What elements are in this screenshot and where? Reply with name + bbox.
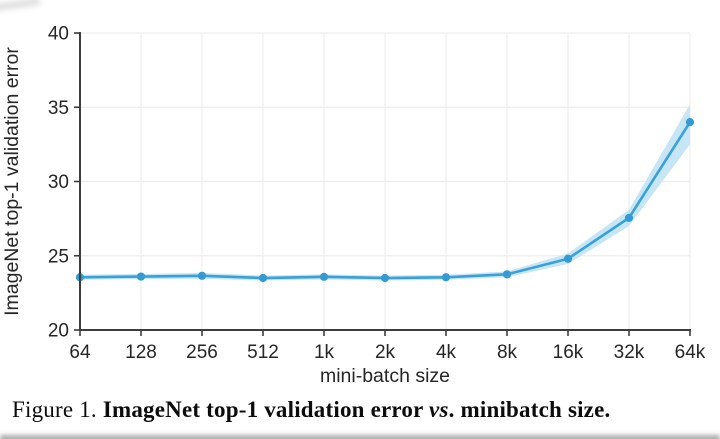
x-tick-label: 256 bbox=[186, 342, 218, 363]
x-tick-label: 8k bbox=[497, 342, 518, 363]
x-tick-label: 64 bbox=[69, 342, 91, 363]
x-tick-label: 4k bbox=[436, 342, 457, 363]
data-point-8k bbox=[502, 270, 512, 279]
y-tick-label: 25 bbox=[48, 246, 69, 267]
y-axis-label: ImageNet top-1 validation error bbox=[1, 47, 23, 316]
y-tick-label: 30 bbox=[48, 172, 69, 193]
validation-error-chart: 20 25 30 35 40 64 128 256 512 1k 2k 4k 8k 16k 32k 64k mi… bbox=[1, 24, 706, 388]
data-point-1k bbox=[319, 272, 329, 281]
data-point-4k bbox=[441, 273, 451, 282]
data-point-256 bbox=[197, 271, 207, 280]
figure-caption-title: ImageNet top-1 validation error vs. mini… bbox=[102, 397, 611, 422]
x-tick-label: 64k bbox=[675, 342, 706, 363]
x-tick-label: 2k bbox=[375, 342, 396, 363]
data-point-16k bbox=[563, 254, 573, 263]
chart-canvas: 20 25 30 35 40 64 128 256 512 1k 2k 4k 8k 16k 32k 64k mi… bbox=[1, 24, 706, 388]
y-tick-label: 35 bbox=[48, 98, 69, 119]
data-point-32k bbox=[624, 213, 634, 222]
figure-caption: Figure 1. ImageNet top-1 validation erro… bbox=[12, 396, 712, 424]
x-tick-label: 1k bbox=[314, 342, 335, 363]
data-point-128 bbox=[136, 272, 146, 281]
figure-caption-vs: vs bbox=[429, 397, 449, 422]
data-point-512 bbox=[258, 273, 268, 283]
x-tick-label: 512 bbox=[247, 342, 279, 363]
cropped-next-line-artifact bbox=[0, 435, 720, 439]
y-tick-label: 40 bbox=[48, 24, 69, 45]
data-point-2k bbox=[380, 273, 390, 283]
x-tick-label: 16k bbox=[553, 342, 584, 363]
x-tick-label: 32k bbox=[614, 342, 645, 363]
figure-caption-label: Figure 1. bbox=[12, 397, 97, 422]
y-tick-label: 20 bbox=[48, 321, 69, 342]
x-tick-label: 128 bbox=[125, 342, 157, 363]
data-point-64k bbox=[685, 118, 695, 127]
x-axis-label: mini-batch size bbox=[320, 365, 450, 387]
